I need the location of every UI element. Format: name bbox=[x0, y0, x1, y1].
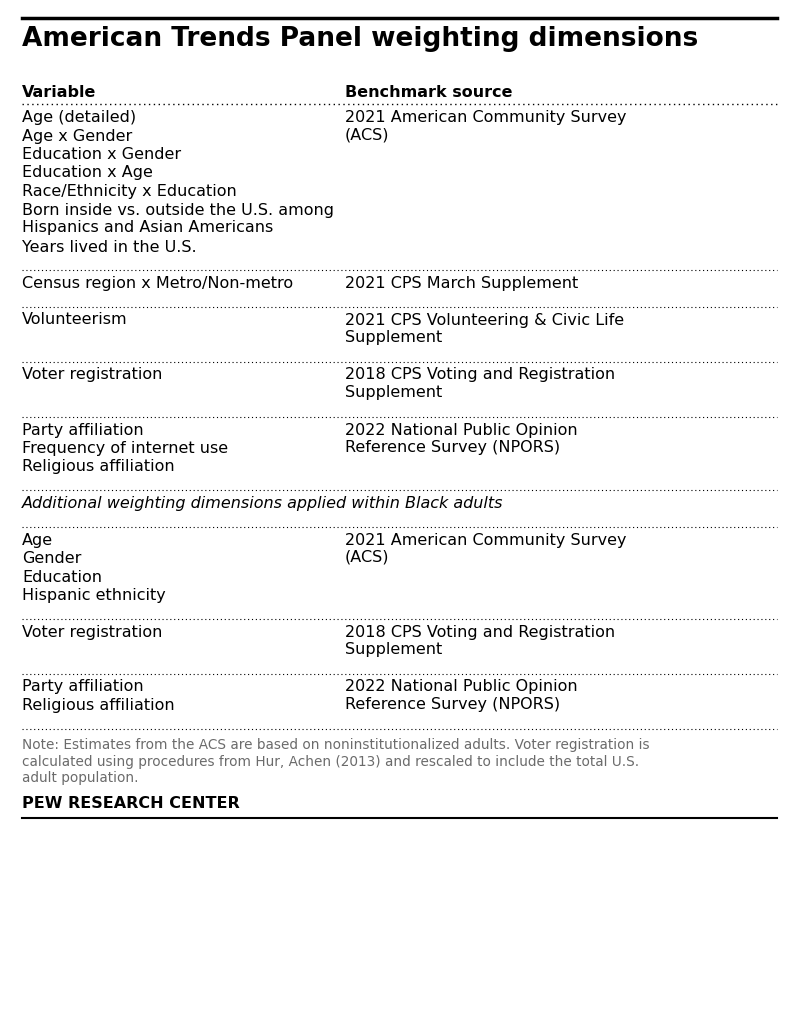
Text: Age: Age bbox=[22, 533, 53, 547]
Text: Age x Gender: Age x Gender bbox=[22, 129, 133, 143]
Text: Party affiliation: Party affiliation bbox=[22, 422, 144, 438]
Text: Hispanic ethnicity: Hispanic ethnicity bbox=[22, 588, 165, 603]
Text: 2022 National Public Opinion
Reference Survey (NPORS): 2022 National Public Opinion Reference S… bbox=[345, 422, 578, 455]
Text: 2022 National Public Opinion
Reference Survey (NPORS): 2022 National Public Opinion Reference S… bbox=[345, 679, 578, 712]
Text: Education: Education bbox=[22, 570, 102, 584]
Text: Benchmark source: Benchmark source bbox=[345, 85, 512, 100]
Text: Born inside vs. outside the U.S. among
Hispanics and Asian Americans: Born inside vs. outside the U.S. among H… bbox=[22, 203, 334, 235]
Text: Education x Age: Education x Age bbox=[22, 166, 153, 180]
Text: 2021 American Community Survey
(ACS): 2021 American Community Survey (ACS) bbox=[345, 110, 626, 142]
Text: Years lived in the U.S.: Years lived in the U.S. bbox=[22, 239, 197, 255]
Text: Race/Ethnicity x Education: Race/Ethnicity x Education bbox=[22, 184, 237, 199]
Text: 2021 American Community Survey
(ACS): 2021 American Community Survey (ACS) bbox=[345, 533, 626, 565]
Text: PEW RESEARCH CENTER: PEW RESEARCH CENTER bbox=[22, 796, 240, 811]
Text: Volunteerism: Volunteerism bbox=[22, 312, 128, 327]
Text: 2021 CPS Volunteering & Civic Life
Supplement: 2021 CPS Volunteering & Civic Life Suppl… bbox=[345, 312, 624, 345]
Text: Religious affiliation: Religious affiliation bbox=[22, 459, 175, 475]
Text: Party affiliation: Party affiliation bbox=[22, 679, 144, 695]
Text: 2018 CPS Voting and Registration
Supplement: 2018 CPS Voting and Registration Supplem… bbox=[345, 624, 615, 657]
Text: Voter registration: Voter registration bbox=[22, 367, 162, 383]
Text: Note: Estimates from the ACS are based on noninstitutionalized adults. Voter reg: Note: Estimates from the ACS are based o… bbox=[22, 739, 650, 785]
Text: Frequency of internet use: Frequency of internet use bbox=[22, 441, 229, 456]
Text: Voter registration: Voter registration bbox=[22, 624, 162, 639]
Text: American Trends Panel weighting dimensions: American Trends Panel weighting dimensio… bbox=[22, 26, 698, 52]
Text: 2021 CPS March Supplement: 2021 CPS March Supplement bbox=[345, 276, 578, 291]
Text: Variable: Variable bbox=[22, 85, 97, 100]
Text: 2018 CPS Voting and Registration
Supplement: 2018 CPS Voting and Registration Supplem… bbox=[345, 367, 615, 400]
Text: Education x Gender: Education x Gender bbox=[22, 147, 181, 162]
Text: Age (detailed): Age (detailed) bbox=[22, 110, 136, 125]
Text: Religious affiliation: Religious affiliation bbox=[22, 698, 175, 713]
Text: Gender: Gender bbox=[22, 551, 81, 566]
Text: Additional weighting dimensions applied within Black adults: Additional weighting dimensions applied … bbox=[22, 496, 503, 512]
Text: Census region x Metro/Non-metro: Census region x Metro/Non-metro bbox=[22, 276, 293, 291]
